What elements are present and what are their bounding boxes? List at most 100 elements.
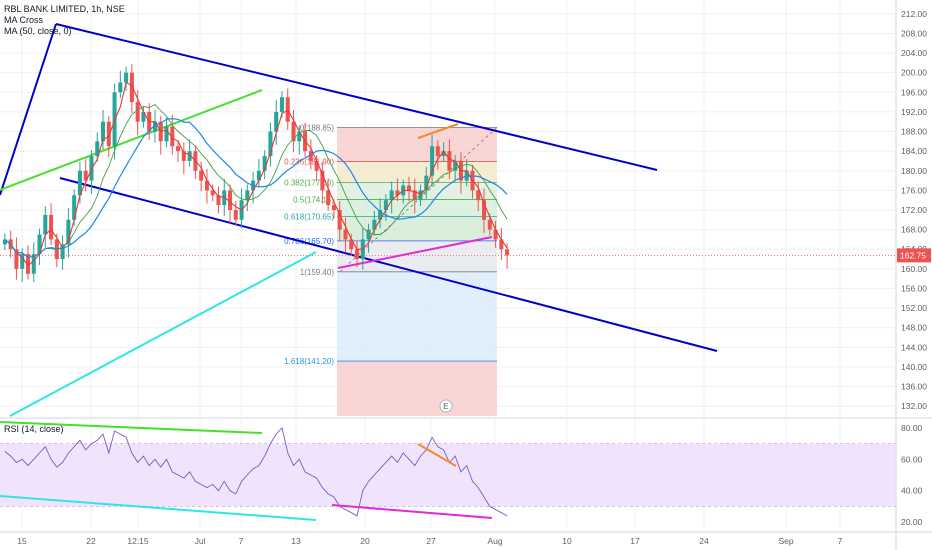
candle-body	[308, 151, 313, 161]
time-tick-label: 7	[838, 536, 843, 546]
candle-body	[43, 214, 48, 235]
fib-level-label: 1.618(141.20)	[284, 357, 334, 366]
candle-body	[216, 195, 221, 206]
candle-body	[279, 97, 284, 112]
fib-zone	[337, 216, 497, 241]
candle-body	[101, 121, 106, 142]
candle-body	[256, 170, 261, 181]
candle-body	[355, 249, 360, 260]
candle-body	[430, 146, 435, 176]
candle-body	[233, 210, 238, 220]
candle-body	[291, 121, 296, 142]
candle-body	[406, 185, 411, 191]
candle-body	[245, 190, 250, 201]
ma-slow-line	[4, 117, 508, 258]
impulse-line	[0, 23, 57, 196]
event-marker	[439, 399, 453, 413]
candle-body	[83, 170, 88, 181]
rsi-tick-label: 20.00	[901, 517, 923, 527]
candle-body	[326, 190, 331, 206]
rsi-line	[4, 426, 508, 517]
candle-body	[424, 175, 429, 191]
fib-level-label: 0.786(165.70)	[284, 237, 334, 246]
candle-body	[441, 151, 446, 157]
time-tick-label: 12:15	[127, 536, 149, 546]
rsi-cyan-line	[0, 495, 317, 521]
rsi-tick-label: 60.00	[901, 454, 923, 464]
last-price-label: 162.75	[900, 250, 926, 260]
candle-body	[20, 254, 25, 269]
indicator-ma-cross[interactable]: MA Cross	[4, 15, 44, 25]
time-tick-label: Jul	[195, 536, 206, 546]
price-tick-label: 196.00	[901, 87, 927, 97]
candle-body	[181, 151, 186, 161]
candle-body	[372, 219, 377, 230]
price-tick-label: 168.00	[901, 225, 927, 235]
rsi-tick-label: 40.00	[901, 486, 923, 496]
price-tick-label: 136.00	[901, 382, 927, 392]
candle-body	[118, 82, 123, 93]
candle-body	[262, 156, 267, 171]
candle-body	[274, 111, 279, 132]
candle-body	[187, 151, 192, 161]
price-tick-label: 156.00	[901, 283, 927, 293]
price-tick-label: 132.00	[901, 401, 927, 411]
time-tick-label: 13	[291, 536, 301, 546]
time-tick-label: Sep	[778, 536, 793, 546]
price-tick-label: 204.00	[901, 48, 927, 58]
rsi-tick-label: 80.00	[901, 423, 923, 433]
indicator-ma-50[interactable]: MA (50, close, 0)	[4, 26, 72, 36]
price-tick-label: 160.00	[901, 264, 927, 274]
candle-body	[170, 126, 175, 147]
candle-body	[383, 200, 388, 210]
candle-body	[199, 170, 204, 181]
candle-body	[72, 195, 77, 220]
candle-body	[152, 121, 157, 132]
candle-body	[222, 190, 227, 206]
candle-body	[320, 170, 325, 191]
candle-body	[412, 190, 417, 201]
candle-body	[349, 239, 354, 250]
candle-body	[204, 180, 209, 191]
fib-level-label: 0.618(170.65)	[284, 213, 334, 222]
candle-body	[378, 210, 383, 220]
time-tick-label: 22	[86, 536, 96, 546]
rsi-band	[0, 443, 896, 507]
candle-body	[37, 234, 42, 255]
fib-zone	[337, 199, 497, 217]
magenta-trend-line	[337, 236, 493, 269]
candle-body	[135, 102, 140, 122]
candle-body	[366, 229, 371, 240]
candle-body	[314, 160, 319, 171]
candle-body	[106, 121, 111, 147]
candle-body	[285, 97, 290, 122]
time-tick-label: 15	[17, 536, 27, 546]
candle-body	[453, 160, 458, 171]
time-tick-label: 24	[699, 536, 709, 546]
candle-body	[499, 239, 504, 250]
fib-level-label: 1(159.40)	[300, 268, 335, 277]
rsi-magenta-line	[331, 504, 493, 519]
candle-body	[268, 131, 273, 157]
candle-body	[331, 205, 336, 210]
candle-body	[482, 200, 487, 220]
event-marker-label: E	[443, 401, 449, 411]
symbol-title[interactable]: RBL BANK LIMITED, 1h, NSE	[4, 4, 125, 14]
price-tick-label: 176.00	[901, 185, 927, 195]
candle-body	[124, 72, 129, 83]
cyan-trend-line	[9, 251, 317, 417]
rsi-title[interactable]: RSI (14, close)	[4, 424, 64, 434]
fib-zone-extension	[337, 361, 497, 416]
rsi-legend: RSI (14, close)	[4, 424, 64, 435]
price-tick-label: 140.00	[901, 362, 927, 372]
candle-body	[505, 249, 510, 256]
price-tick-label: 184.00	[901, 146, 927, 156]
candle-body	[487, 219, 492, 230]
candle-body	[337, 210, 342, 230]
fib-level-label: 0.382(177.60)	[284, 179, 334, 188]
last-price-badge	[897, 248, 931, 263]
candle-body	[60, 244, 65, 260]
candle-body	[228, 190, 233, 210]
candle-body	[476, 190, 481, 201]
